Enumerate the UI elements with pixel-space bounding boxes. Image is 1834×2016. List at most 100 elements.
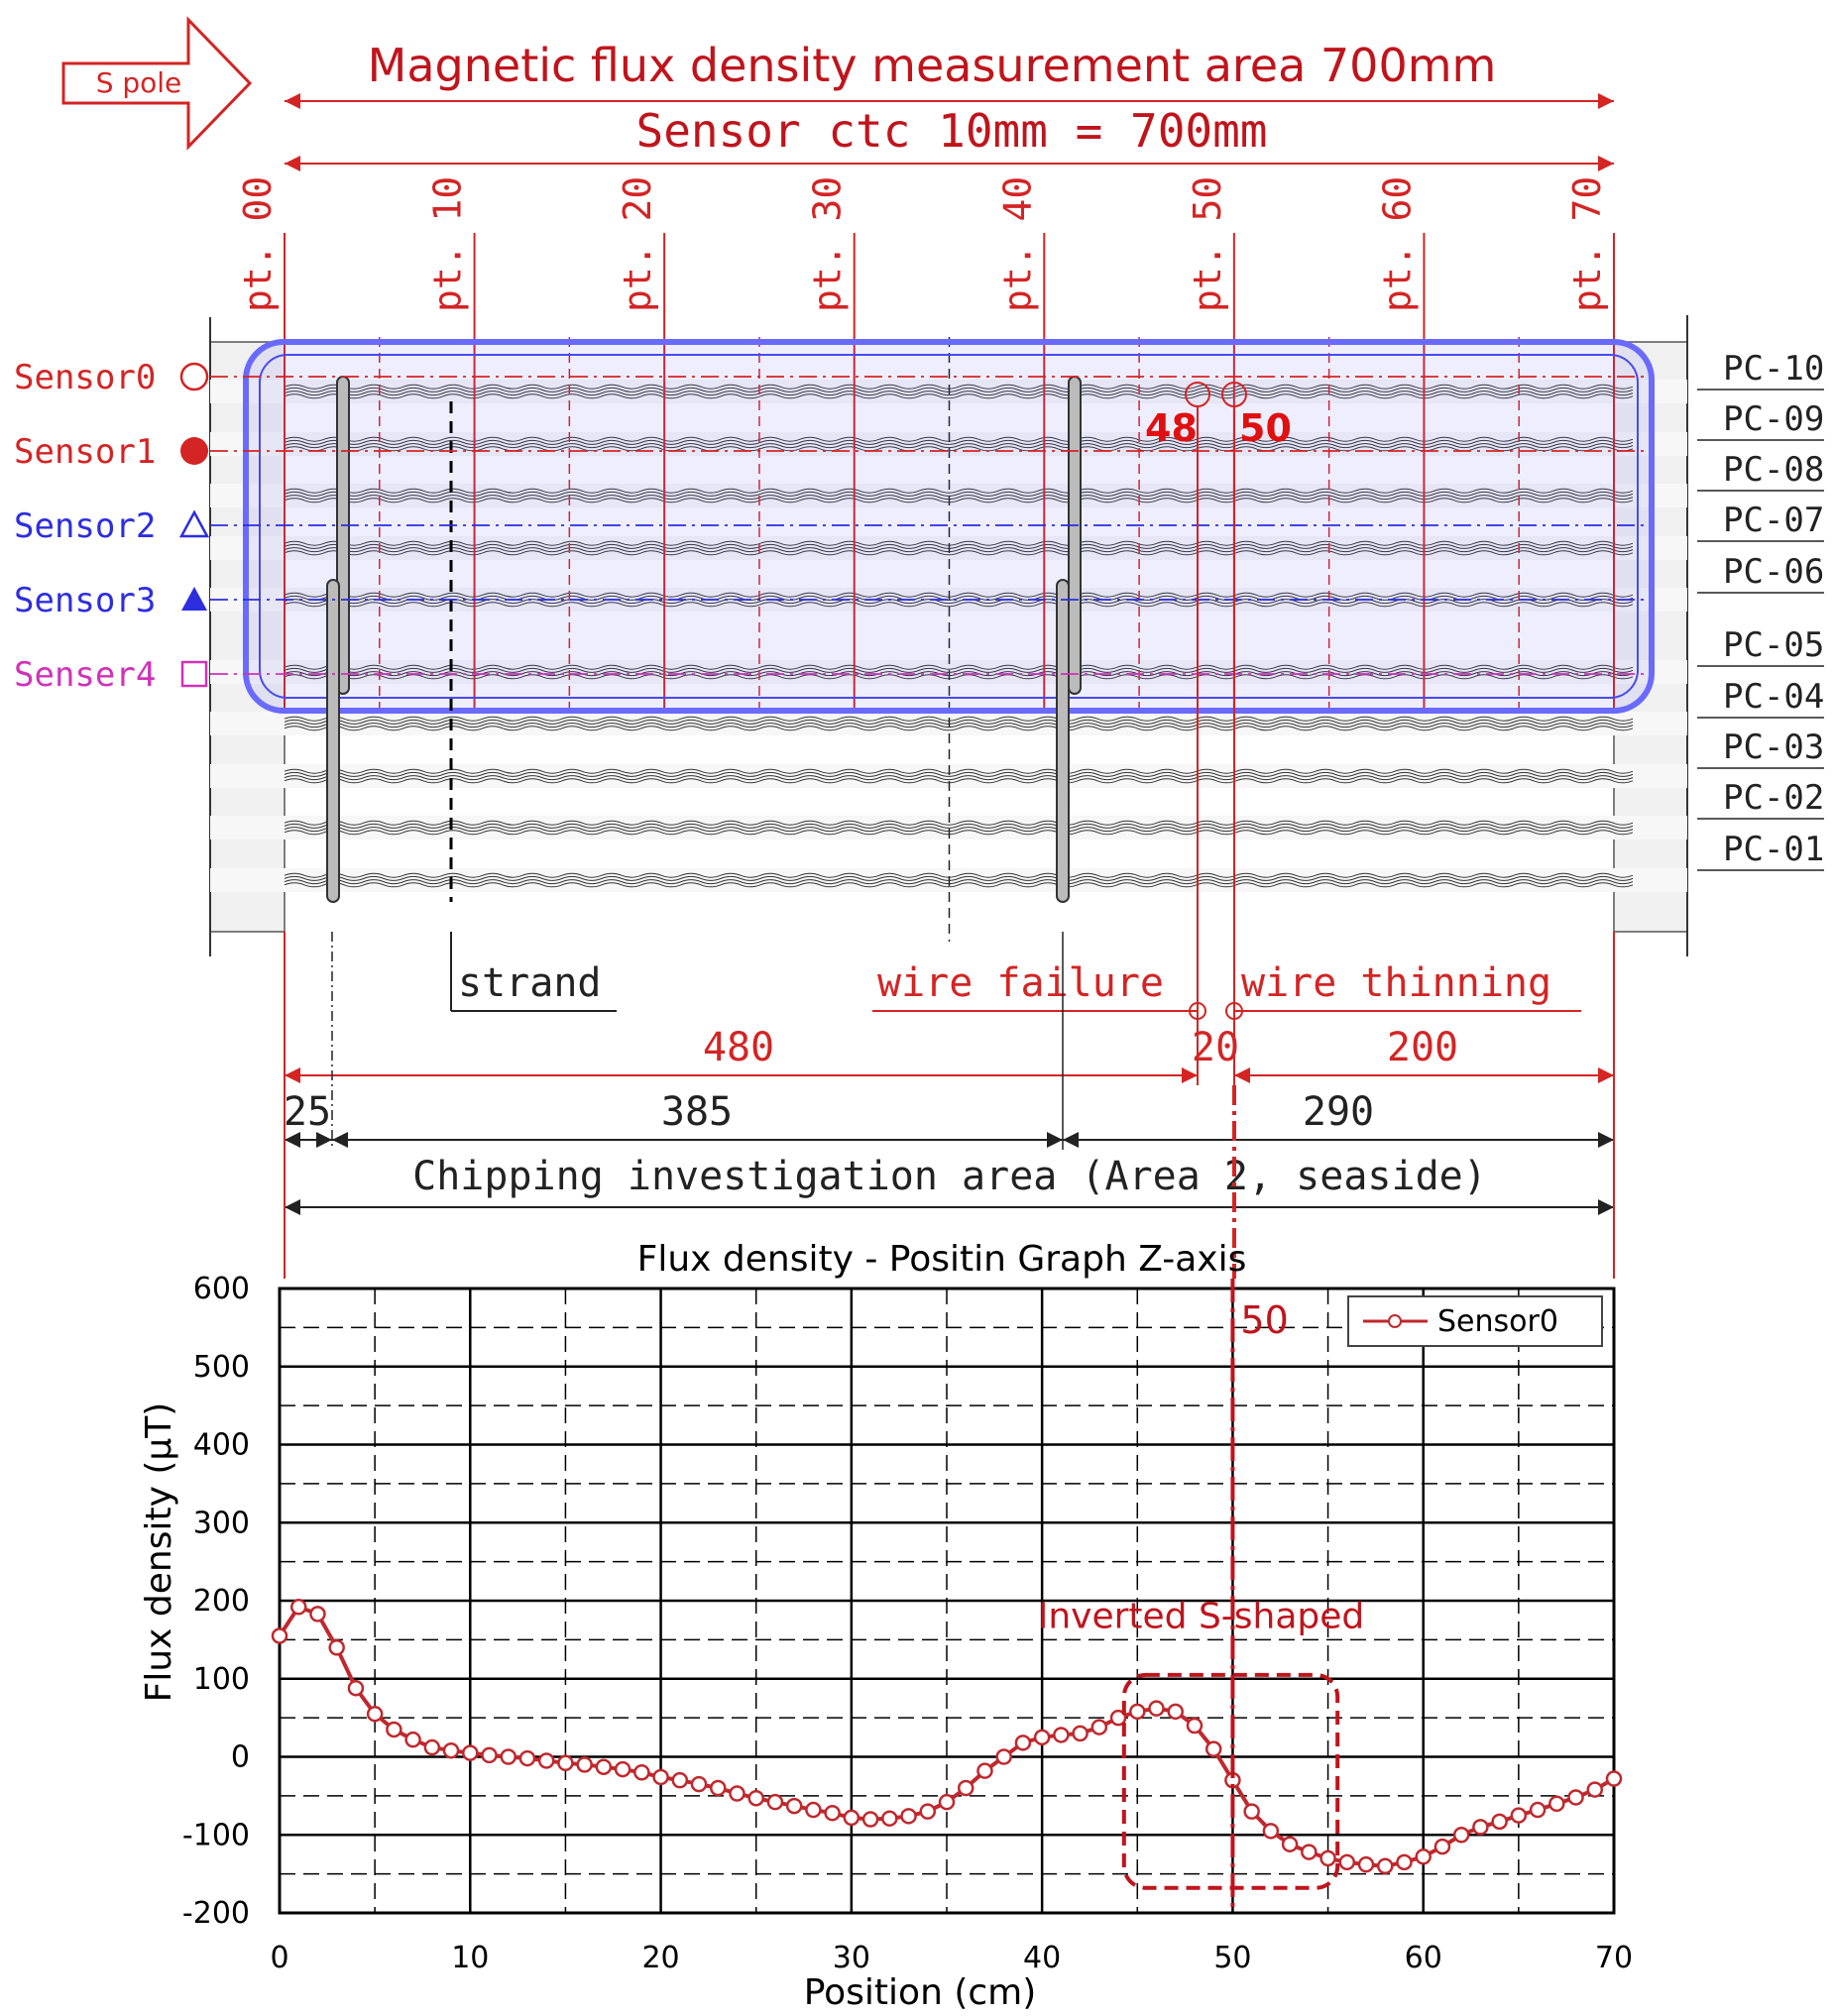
thinning-point-icon bbox=[1225, 1002, 1243, 1020]
diagram-title: Magnetic flux density measurement area 7… bbox=[368, 39, 1497, 92]
anchor-plate-left-lower bbox=[326, 579, 340, 903]
data-point bbox=[633, 1764, 650, 1781]
dim-200-label: 200 bbox=[1387, 1025, 1458, 1070]
data-point bbox=[1338, 1853, 1356, 1871]
data-point bbox=[1567, 1789, 1584, 1806]
sensor-label: Sensor0 bbox=[14, 358, 156, 397]
sensor-row: Sensor3 bbox=[14, 581, 1646, 620]
data-point bbox=[1033, 1729, 1051, 1746]
cable-label: PC-04 bbox=[1723, 677, 1824, 717]
sensor-row: Sensor2 bbox=[14, 506, 1646, 546]
dim-25-label: 25 bbox=[284, 1089, 331, 1135]
x-tick-label: 60 bbox=[1405, 1941, 1442, 1975]
data-point bbox=[976, 1762, 993, 1779]
data-point bbox=[309, 1606, 326, 1623]
point-label: pt. 50 bbox=[1186, 176, 1229, 312]
data-point bbox=[289, 1599, 307, 1616]
point-labels-layer: pt. 00 pt. 10 pt. 20 pt. 30 pt. 40 pt. 50 pt. … bbox=[236, 176, 1609, 312]
y-tick-label: -200 bbox=[182, 1896, 250, 1931]
chart-legend: Sensor0 bbox=[1347, 1295, 1603, 1347]
data-point bbox=[1281, 1836, 1299, 1852]
data-point bbox=[442, 1741, 460, 1759]
data-point bbox=[1072, 1725, 1089, 1742]
data-point bbox=[386, 1721, 402, 1738]
point-label: pt. 20 bbox=[616, 176, 659, 312]
data-point bbox=[1319, 1849, 1336, 1867]
measurement-frame bbox=[243, 339, 1655, 714]
data-point bbox=[747, 1789, 764, 1807]
data-point bbox=[1415, 1848, 1432, 1865]
data-point bbox=[404, 1731, 421, 1748]
strand-label: strand bbox=[458, 960, 602, 1006]
cable-label: PC-02 bbox=[1723, 778, 1824, 818]
data-point bbox=[481, 1746, 498, 1764]
chart-y-axis-label: Flux density (μT) bbox=[139, 1402, 179, 1703]
x-tick-label: 10 bbox=[451, 1941, 489, 1975]
sensor-marker-icon bbox=[180, 660, 208, 688]
data-point bbox=[1090, 1719, 1108, 1736]
sensor-marker-icon bbox=[178, 509, 210, 538]
data-point bbox=[1301, 1844, 1318, 1860]
dim-385-label: 385 bbox=[661, 1089, 733, 1135]
data-point bbox=[271, 1627, 288, 1644]
data-point bbox=[957, 1779, 974, 1797]
legend-marker-sensor0 bbox=[1388, 1314, 1402, 1328]
data-point bbox=[1491, 1813, 1508, 1831]
x-tick-label: 30 bbox=[833, 1941, 870, 1975]
data-point bbox=[1186, 1717, 1204, 1735]
anchor-plate-mid bbox=[1068, 376, 1082, 695]
marker-48-label: 48 bbox=[1145, 406, 1198, 450]
data-point bbox=[729, 1785, 745, 1802]
data-point bbox=[1510, 1807, 1528, 1824]
sensor-row: Sensor1 bbox=[14, 432, 1646, 472]
inverted-s-shape-box bbox=[1121, 1672, 1340, 1890]
data-point bbox=[557, 1754, 574, 1772]
wire-failure-label: wire failure bbox=[877, 960, 1164, 1006]
sensor-label: Sensor3 bbox=[14, 581, 156, 620]
data-point bbox=[861, 1811, 879, 1828]
data-point bbox=[1167, 1703, 1184, 1721]
data-point bbox=[919, 1803, 937, 1820]
data-point bbox=[710, 1779, 727, 1797]
point-label: pt. 60 bbox=[1375, 176, 1419, 312]
data-point bbox=[766, 1793, 784, 1811]
data-point bbox=[995, 1748, 1012, 1765]
sensor-row: Sensor0 bbox=[14, 358, 1646, 397]
dim-480-label: 480 bbox=[703, 1025, 774, 1070]
chart-ticks: 0 10 20 30 40 50 60 70 600 500 400 300 200 100 0 -100 -2… bbox=[182, 1272, 1633, 1975]
sensor-marker-icon bbox=[179, 362, 209, 392]
sensor-marker-icon bbox=[181, 587, 207, 611]
y-tick-label: 100 bbox=[193, 1662, 250, 1697]
data-point bbox=[1148, 1700, 1165, 1717]
legend-label-sensor0: Sensor0 bbox=[1437, 1304, 1558, 1339]
data-point bbox=[500, 1748, 516, 1765]
point-label: pt. 00 bbox=[236, 176, 280, 312]
cable-label: PC-06 bbox=[1723, 552, 1824, 592]
data-point bbox=[1529, 1801, 1547, 1819]
s-pole-arrow-icon bbox=[61, 16, 253, 151]
data-point bbox=[1129, 1703, 1146, 1721]
data-point bbox=[1262, 1823, 1280, 1840]
data-point bbox=[576, 1756, 593, 1773]
x-tick-label: 20 bbox=[641, 1941, 679, 1975]
data-point bbox=[518, 1749, 536, 1767]
s-pole-label: S pole bbox=[96, 66, 182, 99]
chart-x-axis-label: Position (cm) bbox=[804, 1972, 1037, 2013]
y-tick-label: 500 bbox=[193, 1350, 250, 1385]
data-point bbox=[652, 1768, 669, 1786]
data-point bbox=[1605, 1770, 1623, 1787]
marker-50-label: 50 bbox=[1239, 406, 1292, 450]
cable-label: PC-03 bbox=[1723, 728, 1824, 767]
point-label: pt. 70 bbox=[1565, 176, 1609, 312]
x-tick-label: 70 bbox=[1595, 1941, 1633, 1975]
x-tick-label: 50 bbox=[1213, 1941, 1251, 1975]
chart-title: Flux density - Positin Graph Z-axis bbox=[637, 1239, 1247, 1280]
data-point bbox=[537, 1752, 555, 1769]
position-50-marker-label: 50 bbox=[1240, 1298, 1288, 1342]
anchor-plate-mid-lower bbox=[1056, 579, 1070, 903]
y-tick-label: 600 bbox=[193, 1272, 250, 1306]
sensor-marker-icon bbox=[180, 437, 208, 465]
sensor-label: Sensor1 bbox=[14, 432, 156, 472]
cable-row bbox=[210, 380, 1687, 403]
data-point bbox=[614, 1760, 631, 1778]
